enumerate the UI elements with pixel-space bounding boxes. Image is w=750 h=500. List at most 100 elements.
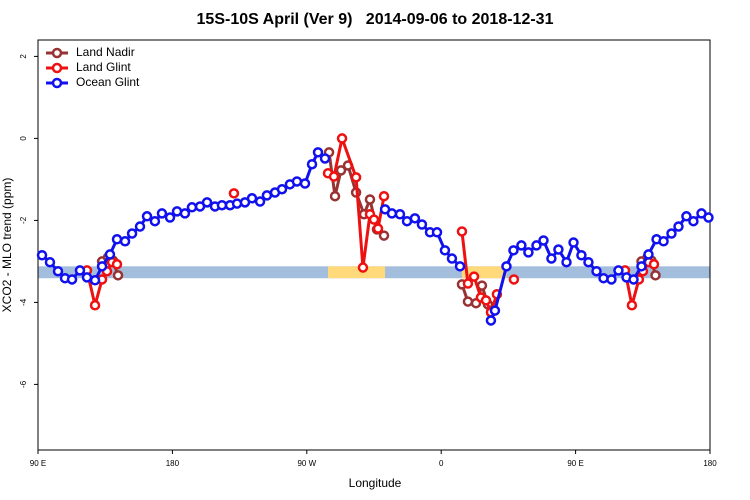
legend-marker <box>51 47 63 59</box>
data-point <box>231 198 243 209</box>
data-point <box>386 208 398 219</box>
data-point <box>416 219 428 230</box>
y-tick-label: -6 <box>19 380 28 388</box>
series-line <box>85 136 655 314</box>
data-point <box>336 133 348 144</box>
data-point <box>462 278 474 289</box>
data-point <box>456 226 468 237</box>
data-point <box>508 274 520 285</box>
data-point <box>454 261 466 272</box>
data-point <box>201 197 213 208</box>
data-point <box>179 208 191 219</box>
data-point <box>468 271 480 282</box>
data-point <box>126 228 138 239</box>
data-point <box>650 270 661 281</box>
data-point <box>36 250 48 261</box>
data-point <box>164 212 176 223</box>
data-point <box>378 230 390 241</box>
plot-frame <box>37 39 711 451</box>
data-point <box>44 256 56 268</box>
band-highlight <box>461 266 507 279</box>
x-tick-label: 180 <box>703 459 717 468</box>
data-point <box>96 261 108 272</box>
data-point <box>156 208 168 219</box>
data-point <box>546 253 557 264</box>
data-point <box>553 244 564 255</box>
series-line <box>41 150 710 322</box>
data-point <box>523 247 534 258</box>
y-tick-label: 0 <box>19 136 28 141</box>
y-tick-label: 2 <box>19 54 28 59</box>
data-point <box>119 236 131 247</box>
data-point <box>394 209 406 220</box>
data-point <box>485 315 497 326</box>
data-point <box>141 211 153 222</box>
x-axis-title: Longitude <box>349 476 402 490</box>
data-point <box>364 194 376 205</box>
data-point <box>186 202 198 213</box>
data-point <box>378 190 390 202</box>
data-point <box>74 265 86 276</box>
data-point <box>329 190 341 202</box>
data-point <box>666 228 677 239</box>
data-point <box>111 259 123 270</box>
data-point <box>409 213 421 224</box>
data-point <box>489 305 501 316</box>
data-point <box>112 270 124 281</box>
x-tick-label: 0 <box>439 459 444 468</box>
data-point <box>276 183 288 195</box>
data-point <box>538 235 549 246</box>
x-tick-label: 90 W <box>297 459 316 468</box>
data-point <box>350 172 362 183</box>
data-point <box>89 300 101 311</box>
data-point <box>591 265 602 277</box>
data-point <box>81 272 93 283</box>
data-point <box>583 256 594 268</box>
data-point <box>335 165 347 176</box>
y-axis-title: XCO2 - MLO trend (ppm) <box>0 178 14 313</box>
legend-label: Land Nadir <box>76 45 135 59</box>
data-point <box>628 274 639 285</box>
data-point <box>643 249 654 260</box>
data-point <box>446 253 458 264</box>
data-point <box>613 265 624 276</box>
data-point <box>501 261 512 272</box>
data-point <box>357 262 369 273</box>
data-point <box>688 215 699 227</box>
data-point <box>561 256 572 268</box>
data-point <box>598 272 609 284</box>
data-point <box>89 275 101 286</box>
data-point <box>312 147 324 158</box>
data-point <box>648 259 660 270</box>
data-point <box>681 211 692 222</box>
data-point <box>480 295 492 306</box>
data-point <box>462 296 474 307</box>
data-point <box>149 215 161 227</box>
data-point <box>439 245 451 256</box>
data-point <box>673 221 684 232</box>
data-point <box>291 176 303 187</box>
data-point <box>254 196 266 207</box>
y-tick-label: -4 <box>19 298 28 306</box>
data-point <box>576 250 587 261</box>
data-point <box>104 249 116 260</box>
data-point <box>328 171 340 182</box>
legend-marker <box>51 62 63 74</box>
data-point <box>66 274 78 285</box>
data-point <box>261 190 273 201</box>
data-point <box>368 214 380 225</box>
legend-marker <box>51 77 63 89</box>
data-point <box>306 158 318 170</box>
data-point <box>636 261 647 272</box>
data-point <box>626 300 638 311</box>
chart-title: 15S-10S April (Ver 9) 2014-09-06 to 2018… <box>197 11 554 28</box>
data-point <box>703 212 714 223</box>
x-tick-label: 90 E <box>30 459 46 468</box>
data-point <box>531 240 542 251</box>
data-point <box>246 193 258 204</box>
x-tick-label: 180 <box>166 459 180 468</box>
legend-label: Land Glint <box>76 60 131 74</box>
data-point <box>568 237 579 248</box>
x-tick-label: 90 E <box>567 459 583 468</box>
